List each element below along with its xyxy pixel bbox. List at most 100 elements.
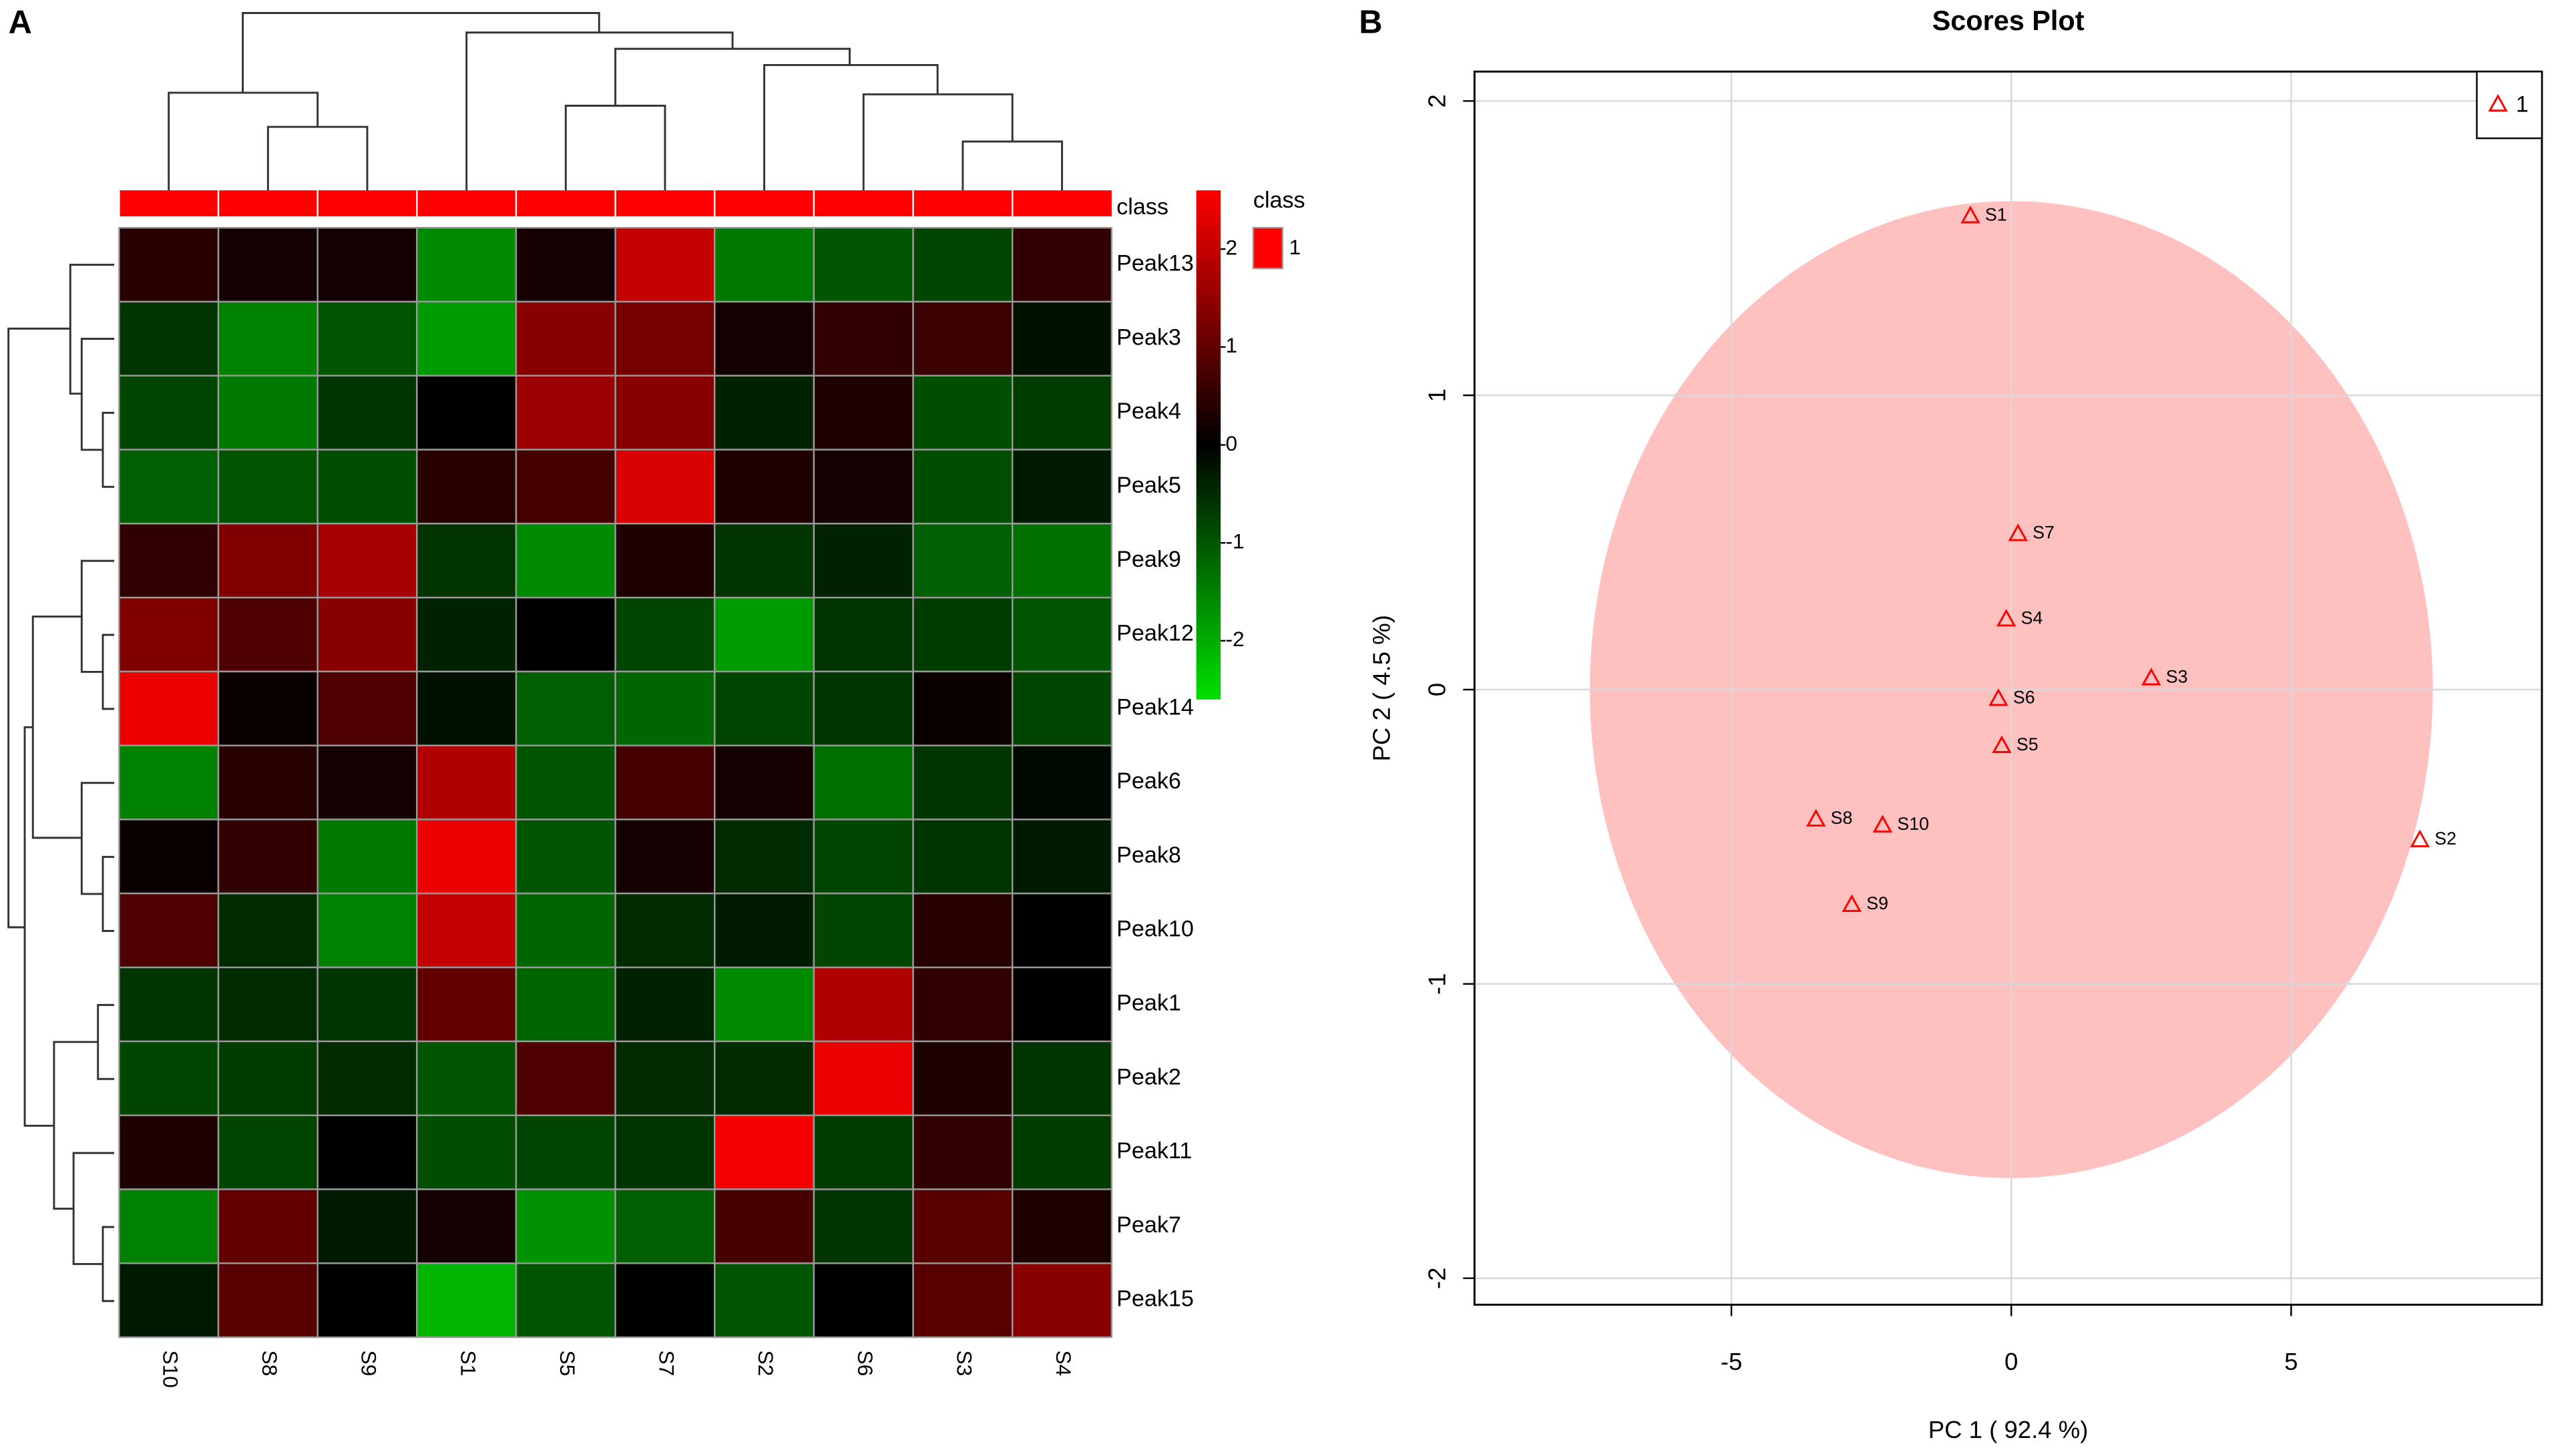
heatmap-cell <box>515 818 616 895</box>
heatmap-cell <box>714 226 815 303</box>
row-label: Peak12 <box>1116 621 1194 646</box>
class-label: class <box>1116 194 1168 220</box>
heatmap-cell <box>515 226 616 303</box>
legend-label: 1 <box>2516 91 2529 117</box>
heatmap-cell <box>316 300 418 377</box>
heatmap-cell <box>118 1188 220 1264</box>
row-label: Peak9 <box>1116 547 1181 572</box>
color-bar-tick-label: 1 <box>1225 333 1237 357</box>
heatmap-cell <box>118 1262 220 1339</box>
heatmap-cell <box>813 1040 914 1116</box>
column-label: S5 <box>556 1351 580 1377</box>
y-tick-label: 2 <box>1423 94 1450 107</box>
heatmap-cell <box>217 449 318 525</box>
y-tick-label: 1 <box>1423 389 1450 402</box>
heatmap-cell <box>614 670 716 746</box>
row-label: Peak7 <box>1116 1212 1181 1238</box>
heatmap-cell <box>813 670 914 746</box>
heatmap-cell <box>416 1188 517 1264</box>
plot-frame <box>1473 70 2543 1306</box>
row-label: Peak13 <box>1116 251 1194 276</box>
heatmap-cell <box>1012 1188 1113 1264</box>
point-label: S4 <box>2021 608 2043 628</box>
heatmap-cell <box>118 670 220 746</box>
y-tick-label: 0 <box>1423 683 1450 696</box>
heatmap-cell <box>813 1262 914 1339</box>
heatmap-cell <box>217 966 318 1043</box>
heatmap-cell <box>813 375 914 451</box>
heatmap-cell <box>714 966 815 1043</box>
heatmap-cell <box>912 1114 1014 1190</box>
heatmap-cell <box>217 1114 318 1190</box>
column-label: S2 <box>754 1351 778 1377</box>
heatmap-cell <box>813 300 914 377</box>
legend-swatch <box>1252 226 1283 270</box>
column-label: S7 <box>655 1351 679 1377</box>
heatmap-cell <box>813 966 914 1043</box>
heatmap-cell <box>416 449 517 525</box>
x-axis-label: PC 1 ( 92.4 %) <box>1928 1416 2089 1443</box>
x-tick-label: -5 <box>1721 1348 1743 1375</box>
heatmap-cell <box>912 300 1014 377</box>
heatmap-cell <box>515 523 616 599</box>
heatmap-cell <box>714 375 815 451</box>
chart-title: Scores Plot <box>1932 5 2085 36</box>
point-label: S6 <box>2013 687 2035 707</box>
heatmap-cell <box>416 670 517 746</box>
heatmap-cell <box>912 596 1014 673</box>
heatmap-cell <box>813 893 914 969</box>
data-point <box>1842 894 1862 913</box>
heatmap-cell <box>912 375 1014 451</box>
heatmap-cell <box>416 744 517 820</box>
heatmap-cell <box>316 449 418 525</box>
heatmap-cell <box>1012 744 1113 820</box>
row-label: Peak11 <box>1116 1138 1192 1164</box>
legend-title: class <box>1253 188 1305 213</box>
data-point <box>1988 688 2008 706</box>
y-tick-label: -1 <box>1423 973 1450 995</box>
heatmap-cell <box>813 1188 914 1264</box>
heatmap-cell <box>714 893 815 969</box>
heatmap-cell <box>217 818 318 895</box>
heatmap-cell <box>1012 818 1113 895</box>
column-label: S10 <box>158 1351 182 1388</box>
heatmap-cell <box>614 449 716 525</box>
heatmap-cell <box>1012 300 1113 377</box>
heatmap-cell <box>118 1114 220 1190</box>
heatmap-cell <box>316 1188 418 1264</box>
heatmap-cell <box>714 1262 815 1339</box>
heatmap-cell <box>714 670 815 746</box>
heatmap-cell <box>714 1040 815 1116</box>
data-point <box>1872 814 1893 833</box>
heatmap-cell <box>912 1188 1014 1264</box>
color-bar-tick-label: 0 <box>1225 431 1237 455</box>
data-point <box>1996 609 2016 627</box>
heatmap-cell <box>813 523 914 599</box>
heatmap-cell <box>118 744 220 820</box>
data-point <box>1960 206 1980 224</box>
heatmap-cell <box>118 893 220 969</box>
heatmap-cell <box>714 300 815 377</box>
heatmap-cell <box>912 1040 1014 1116</box>
y-tick-label: -2 <box>1423 1267 1450 1289</box>
heatmap-cell <box>614 596 716 673</box>
heatmap-cell <box>416 523 517 599</box>
point-label: S5 <box>2016 734 2039 754</box>
heatmap-cell <box>515 744 616 820</box>
point-label: S8 <box>1831 808 1853 828</box>
legend-box <box>2476 71 2543 140</box>
heatmap-cell <box>614 523 716 599</box>
heatmap-cell <box>614 893 716 969</box>
x-tick-label: 0 <box>2004 1348 2018 1375</box>
heatmap-cell <box>316 744 418 820</box>
heatmap-cell <box>515 449 616 525</box>
heatmap-cell <box>1012 893 1113 969</box>
heatmap-cell <box>614 966 716 1043</box>
heatmap-cell <box>614 818 716 895</box>
heatmap-cell <box>714 523 815 599</box>
heatmap-cell <box>217 1040 318 1116</box>
heatmap-cell <box>316 1114 418 1190</box>
heatmap-cell <box>912 226 1014 303</box>
heatmap-cell <box>614 1262 716 1339</box>
heatmap-cell <box>813 596 914 673</box>
